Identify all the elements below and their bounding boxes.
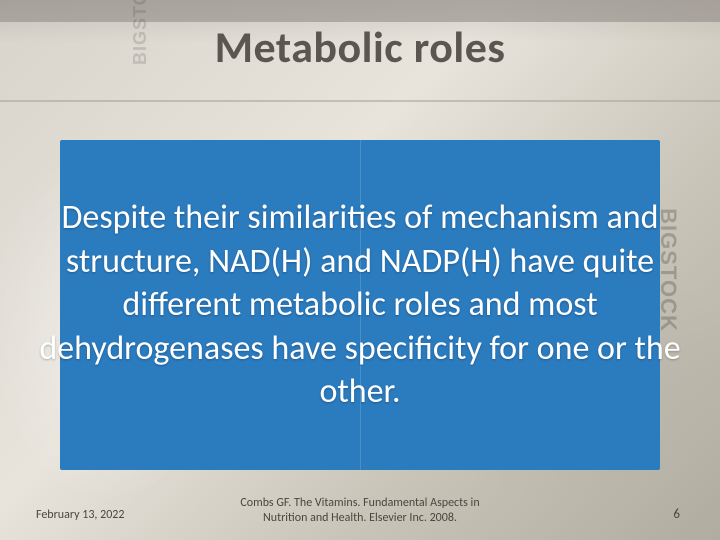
footer-page-number: 6 [673, 507, 680, 522]
title-divider [0, 100, 720, 102]
slide-body-text: Despite their similarities of mechanism … [20, 145, 700, 465]
citation-line-1: Combs GF. The Vitamins. Fundamental Aspe… [240, 496, 479, 510]
citation-line-2: Nutrition and Health. Elsevier Inc. 2008… [263, 511, 457, 525]
slide: BIGSTO BIGSTOCK Metabolic roles Despite … [0, 0, 720, 540]
footer: February 13, 2022 Combs GF. The Vitamins… [0, 490, 720, 530]
top-accent-bar [0, 0, 720, 22]
footer-citation: Combs GF. The Vitamins. Fundamental Aspe… [0, 496, 720, 526]
slide-title: Metabolic roles [0, 20, 720, 74]
